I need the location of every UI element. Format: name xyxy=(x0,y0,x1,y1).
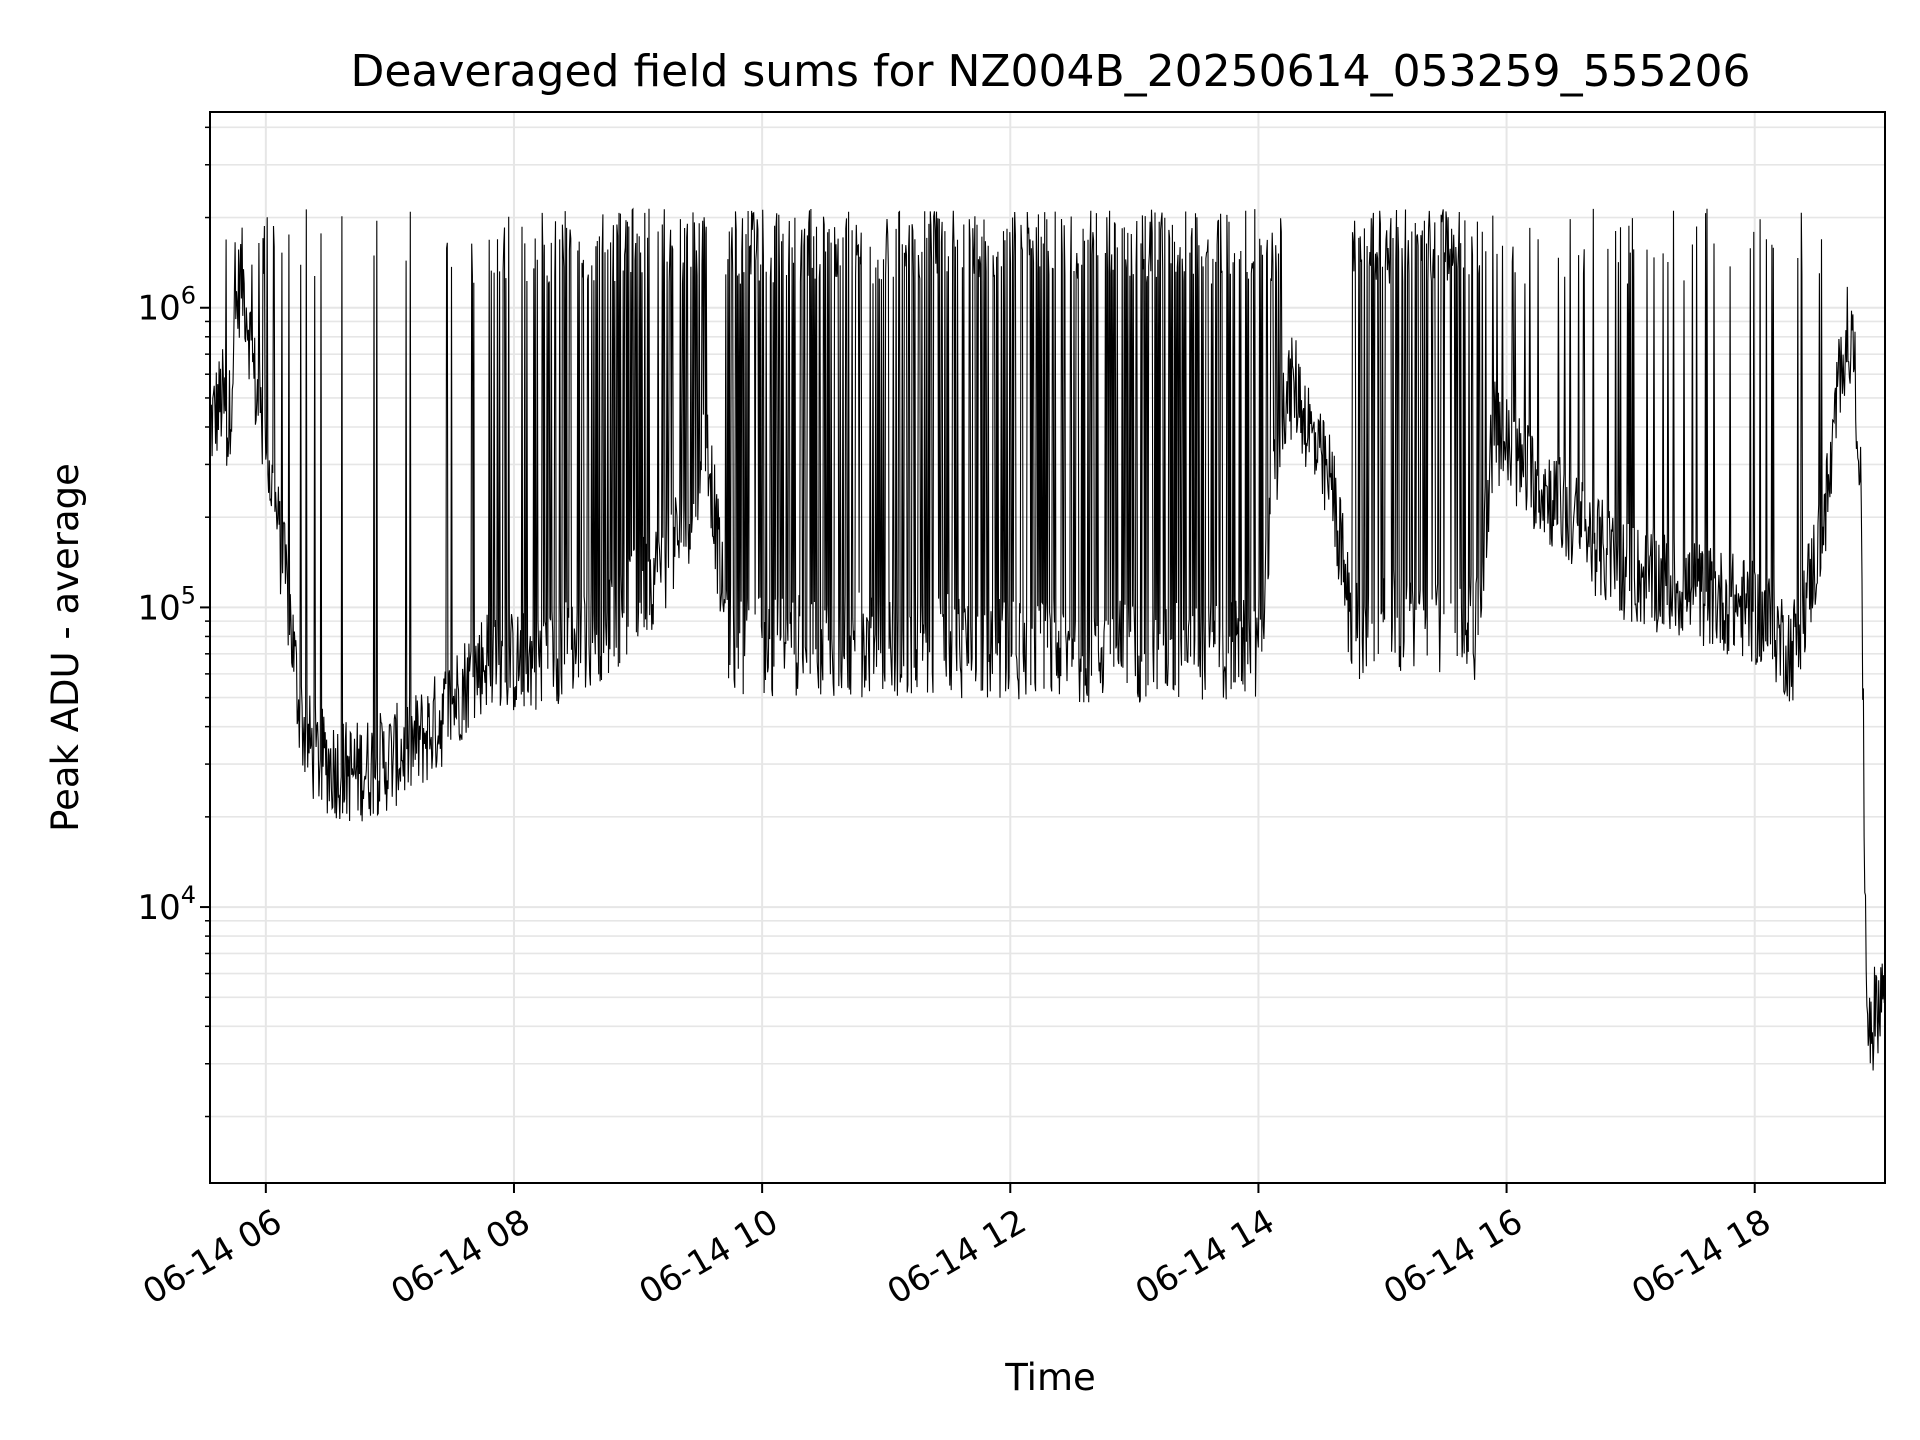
chart-title: Deaveraged field sums for NZ004B_2025061… xyxy=(350,46,1750,97)
plot-frame xyxy=(209,111,1886,1184)
y-tick-label: 106 xyxy=(137,282,196,329)
y-tick-label: 104 xyxy=(137,881,196,928)
y-axis-label: Peak ADU - average xyxy=(44,463,87,832)
data-series xyxy=(209,207,1886,1071)
x-axis-label: Time xyxy=(1004,1356,1096,1399)
y-tick-label: 105 xyxy=(137,581,196,628)
series-line xyxy=(209,207,1886,1071)
